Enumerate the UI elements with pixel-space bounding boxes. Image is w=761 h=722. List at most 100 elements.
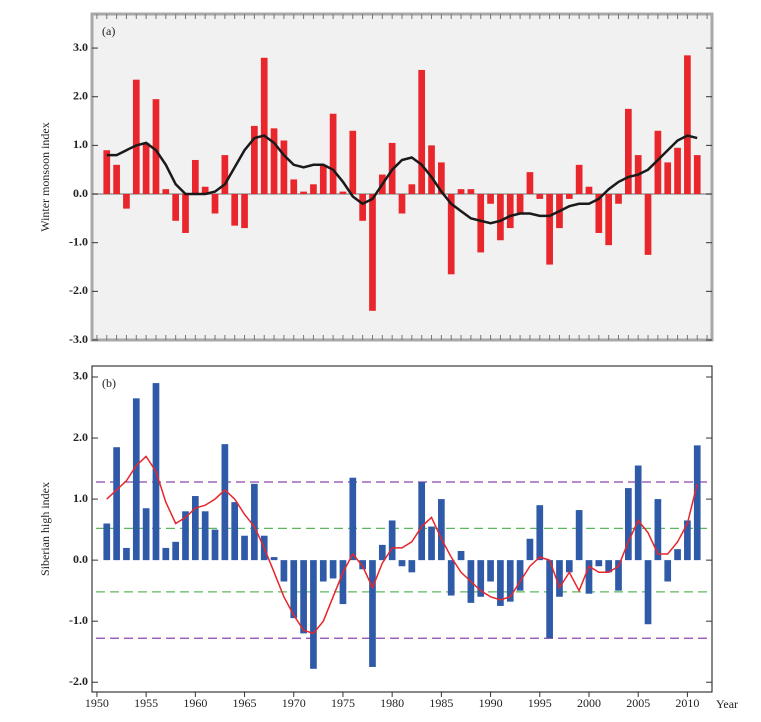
bar <box>418 69 426 195</box>
panel-label: (a) <box>102 24 115 38</box>
bar <box>595 560 603 567</box>
bar <box>674 147 681 195</box>
bar <box>447 560 455 596</box>
bar <box>595 194 603 233</box>
bar <box>497 560 504 606</box>
bar <box>280 140 288 195</box>
bar <box>398 194 406 214</box>
bar <box>516 560 524 591</box>
x-tick-label: 1990 <box>479 696 503 710</box>
bar <box>398 560 406 567</box>
y-axis-label: Siberian high index <box>38 482 52 576</box>
y-tick-label: -1.0 <box>69 234 88 248</box>
smooth-line <box>106 134 698 225</box>
bar <box>526 172 534 195</box>
bar <box>201 511 209 561</box>
bar <box>132 79 140 195</box>
bar <box>103 150 111 195</box>
y-axis-label: Winter monsoon index <box>38 122 52 232</box>
bar <box>241 535 248 561</box>
bar <box>654 130 662 195</box>
bar <box>378 544 386 561</box>
bar <box>103 523 111 561</box>
panel-label: (b) <box>102 376 116 390</box>
bar <box>506 194 514 229</box>
bar <box>211 194 219 214</box>
bar <box>162 547 170 561</box>
x-tick-label: 2000 <box>577 696 601 710</box>
bar <box>585 560 593 594</box>
bar <box>191 496 199 561</box>
bar <box>172 541 179 561</box>
bar <box>428 145 435 195</box>
x-tick-label: 2005 <box>626 696 650 710</box>
y-tick-label: 0.0 <box>73 552 88 566</box>
bar <box>201 186 209 195</box>
bar <box>506 560 514 602</box>
bar <box>319 560 327 582</box>
plot-area <box>92 14 712 340</box>
bar <box>310 184 317 195</box>
x-tick-label: 1970 <box>282 696 306 710</box>
bar <box>152 99 160 195</box>
bar <box>526 538 534 561</box>
bar <box>113 164 120 195</box>
bar <box>329 560 337 579</box>
y-tick-label: 3.0 <box>73 40 88 54</box>
bar <box>388 520 396 561</box>
bar <box>467 189 475 195</box>
bar <box>674 549 681 561</box>
bar <box>359 194 366 221</box>
bar <box>182 194 189 233</box>
bar <box>615 194 622 204</box>
bar <box>585 186 593 195</box>
bar <box>408 184 416 195</box>
x-tick-label: 1950 <box>85 696 109 710</box>
bar <box>497 194 504 241</box>
x-tick-label: 1995 <box>528 696 552 710</box>
bar <box>221 155 229 195</box>
y-tick-label: 2.0 <box>73 430 88 444</box>
bar <box>349 477 357 561</box>
bar <box>644 560 652 625</box>
bar <box>536 505 544 561</box>
bar <box>625 108 632 195</box>
bar <box>280 560 288 582</box>
bar <box>487 560 494 582</box>
y-tick-label: 3.0 <box>73 369 88 383</box>
bar <box>349 130 357 195</box>
y-tick-label: -3.0 <box>69 332 88 346</box>
bar <box>457 550 465 561</box>
bar <box>477 560 485 597</box>
bar <box>211 529 219 561</box>
bar <box>546 194 553 265</box>
bar <box>654 499 662 561</box>
x-tick-label: 1955 <box>134 696 158 710</box>
bar <box>290 560 298 619</box>
bar <box>516 194 524 214</box>
bar <box>142 142 150 195</box>
bar <box>634 465 642 561</box>
x-tick-label: 1975 <box>331 696 355 710</box>
bar <box>477 194 485 253</box>
bar <box>123 547 130 561</box>
bar <box>565 194 573 199</box>
x-tick-label: 1985 <box>429 696 453 710</box>
x-tick-label: 2010 <box>675 696 699 710</box>
y-tick-label: 1.0 <box>73 137 88 151</box>
bar <box>428 526 435 561</box>
bar <box>546 560 553 639</box>
y-tick-label: 2.0 <box>73 88 88 102</box>
smooth-line <box>106 455 698 635</box>
bar <box>339 191 347 195</box>
bar <box>359 560 366 570</box>
bar <box>251 125 258 195</box>
x-tick-label: 1960 <box>183 696 207 710</box>
bar <box>605 560 613 573</box>
bar <box>664 560 672 582</box>
bar <box>142 508 150 561</box>
x-axis-label: Year <box>716 697 738 711</box>
bar <box>438 162 445 195</box>
bar <box>329 113 337 195</box>
